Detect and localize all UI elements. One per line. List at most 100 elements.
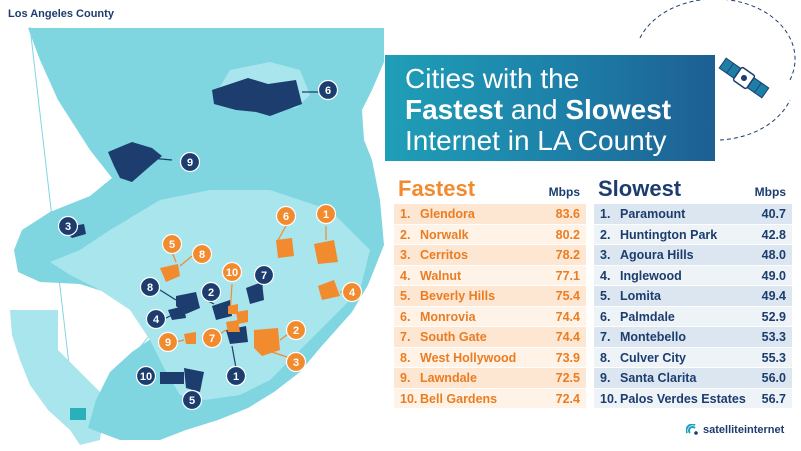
slowest-row-speed: 56.0	[761, 371, 786, 385]
fastest-marker-10: 10	[221, 261, 243, 283]
fastest-marker-3: 3	[285, 351, 307, 373]
fastest-row: 1. Glendora 83.6	[394, 204, 586, 225]
fastest-table: Fastest Mbps 1. Glendora 83.6 2. Norwalk 80.2…	[394, 176, 586, 409]
marker-label: 4	[153, 314, 160, 326]
fastest-marker-9: 9	[157, 331, 179, 353]
marker-label: 9	[165, 337, 171, 349]
inset-highlight	[70, 408, 86, 420]
fastest-heading: Fastest	[398, 176, 476, 201]
title-fastest-word: Fastest	[405, 94, 504, 125]
slowest-row-rank: 2.	[600, 227, 611, 242]
slowest-row: 10. Palos Verdes Estates 56.7	[594, 388, 792, 409]
marker-label: 7	[261, 270, 267, 282]
slowest-row: 5. Lomita 49.4	[594, 286, 792, 307]
slowest-row-rank: 1.	[600, 207, 611, 221]
slowest-row: 9. Santa Clarita 56.0	[594, 368, 792, 389]
title-and-word: and	[503, 94, 566, 125]
fastest-marker-2: 2	[285, 319, 307, 341]
slowest-heading: Slowest	[598, 176, 682, 201]
marker-label: 10	[226, 267, 238, 279]
fastest-marker-5: 5	[161, 233, 183, 255]
fastest-row: 2. Norwalk 80.2	[394, 224, 586, 245]
fastest-row: 5. Beverly Hills 75.4	[394, 286, 586, 307]
marker-label: 5	[169, 239, 175, 251]
slowest-row-speed: 49.4	[761, 289, 786, 303]
marker-label: 4	[349, 287, 356, 299]
marker-label: 10	[140, 371, 152, 383]
fastest-row-rank: 5.	[400, 289, 411, 303]
fastest-row: 6. Monrovia 74.4	[394, 306, 586, 327]
fastest-row-rank: 2.	[400, 227, 411, 242]
slowest-row-speed: 48.0	[761, 248, 786, 262]
fastest-row-city: Norwalk	[420, 227, 469, 242]
slowest-row-city: Palmdale	[620, 309, 675, 324]
fastest-row-city: Glendora	[420, 207, 475, 221]
fastest-marker-6: 6	[275, 205, 297, 227]
slowest-row: 1. Paramount 40.7	[594, 204, 792, 225]
slowest-row-rank: 9.	[600, 371, 611, 385]
slowest-row-city: Agoura Hills	[620, 248, 694, 262]
slowest-marker-7: 7	[253, 264, 275, 286]
marker-label: 3	[65, 221, 71, 233]
marker-label: 8	[199, 249, 205, 261]
fastest-marker-1: 1	[315, 203, 337, 225]
slowest-marker-2: 2	[200, 281, 222, 303]
slowest-row: 8. Culver City 55.3	[594, 347, 792, 368]
fastest-row: 10. Bell Gardens 72.4	[394, 388, 586, 409]
title-line-2: Fastest and Slowest	[405, 94, 715, 125]
brand-label: satelliteinternet	[703, 424, 785, 437]
fastest-row-speed: 73.9	[555, 350, 580, 365]
slowest-row: 2. Huntington Park 42.8	[594, 224, 792, 245]
fastest-row-rank: 1.	[400, 207, 411, 221]
fastest-row-rank: 10.	[400, 391, 418, 406]
slowest-marker-9: 9	[179, 151, 201, 173]
slowest-row-city: Paramount	[620, 207, 686, 221]
title-banner: Cities with the Fastest and Slowest Inte…	[385, 55, 715, 161]
fastest-marker-4: 4	[341, 281, 363, 303]
slowest-row-rank: 3.	[600, 248, 611, 262]
slowest-row-speed: 55.3	[761, 350, 786, 365]
slowest-row-rank: 5.	[600, 289, 611, 303]
slowest-rows: 1. Paramount 40.7 2. Huntington Park 42.8 3. Ag…	[594, 204, 792, 409]
slowest-row-city: Montebello	[620, 330, 686, 344]
fastest-row-speed: 77.1	[555, 268, 580, 283]
fastest-row: 4. Walnut 77.1	[394, 265, 586, 286]
fastest-row-city: Beverly Hills	[420, 289, 496, 303]
marker-label: 3	[293, 357, 299, 369]
fastest-row: 7. South Gate 74.4	[394, 327, 586, 348]
slowest-row-city: Inglewood	[620, 268, 682, 283]
slowest-row: 6. Palmdale 52.9	[594, 306, 792, 327]
fastest-markers: 1 2 3 4 5 6 7 8 9 10	[157, 203, 363, 373]
slowest-row-city: Huntington Park	[620, 227, 718, 242]
fastest-row-city: Walnut	[420, 268, 462, 283]
fastest-row-rank: 7.	[400, 330, 411, 344]
slowest-row-speed: 40.7	[761, 207, 786, 221]
fastest-row-speed: 74.4	[555, 330, 580, 344]
slowest-row-rank: 8.	[600, 350, 611, 365]
slowest-table: Slowest Mbps 1. Paramount 40.7 2. Huntington…	[594, 176, 792, 409]
marker-label: 6	[325, 85, 331, 97]
slowest-row-speed: 56.7	[761, 391, 786, 406]
slowest-row-city: Culver City	[620, 350, 686, 365]
slowest-marker-4: 4	[145, 308, 167, 330]
slowest-row-city: Palos Verdes Estates	[620, 391, 746, 406]
fastest-row: 3. Cerritos 78.2	[394, 245, 586, 266]
marker-label: 1	[233, 371, 239, 383]
slowest-row: 7. Montebello 53.3	[594, 327, 792, 348]
slowest-marker-3: 3	[57, 215, 79, 237]
marker-label: 2	[208, 287, 214, 299]
fastest-row-rank: 4.	[400, 268, 411, 283]
slowest-row-city: Lomita	[620, 289, 661, 303]
slowest-row-speed: 42.8	[761, 227, 786, 242]
fastest-row-city: Monrovia	[420, 309, 476, 324]
slowest-row: 3. Agoura Hills 48.0	[594, 245, 792, 266]
slowest-row: 4. Inglewood 49.0	[594, 265, 792, 286]
fastest-marker-7: 7	[201, 327, 223, 349]
fastest-row-city: Bell Gardens	[420, 391, 498, 406]
slowest-marker-10: 10	[135, 365, 157, 387]
map-caption: Los Angeles County	[8, 8, 114, 20]
marker-label: 8	[147, 282, 153, 294]
fastest-row-speed: 80.2	[555, 227, 580, 242]
slowest-row-rank: 4.	[600, 268, 611, 283]
